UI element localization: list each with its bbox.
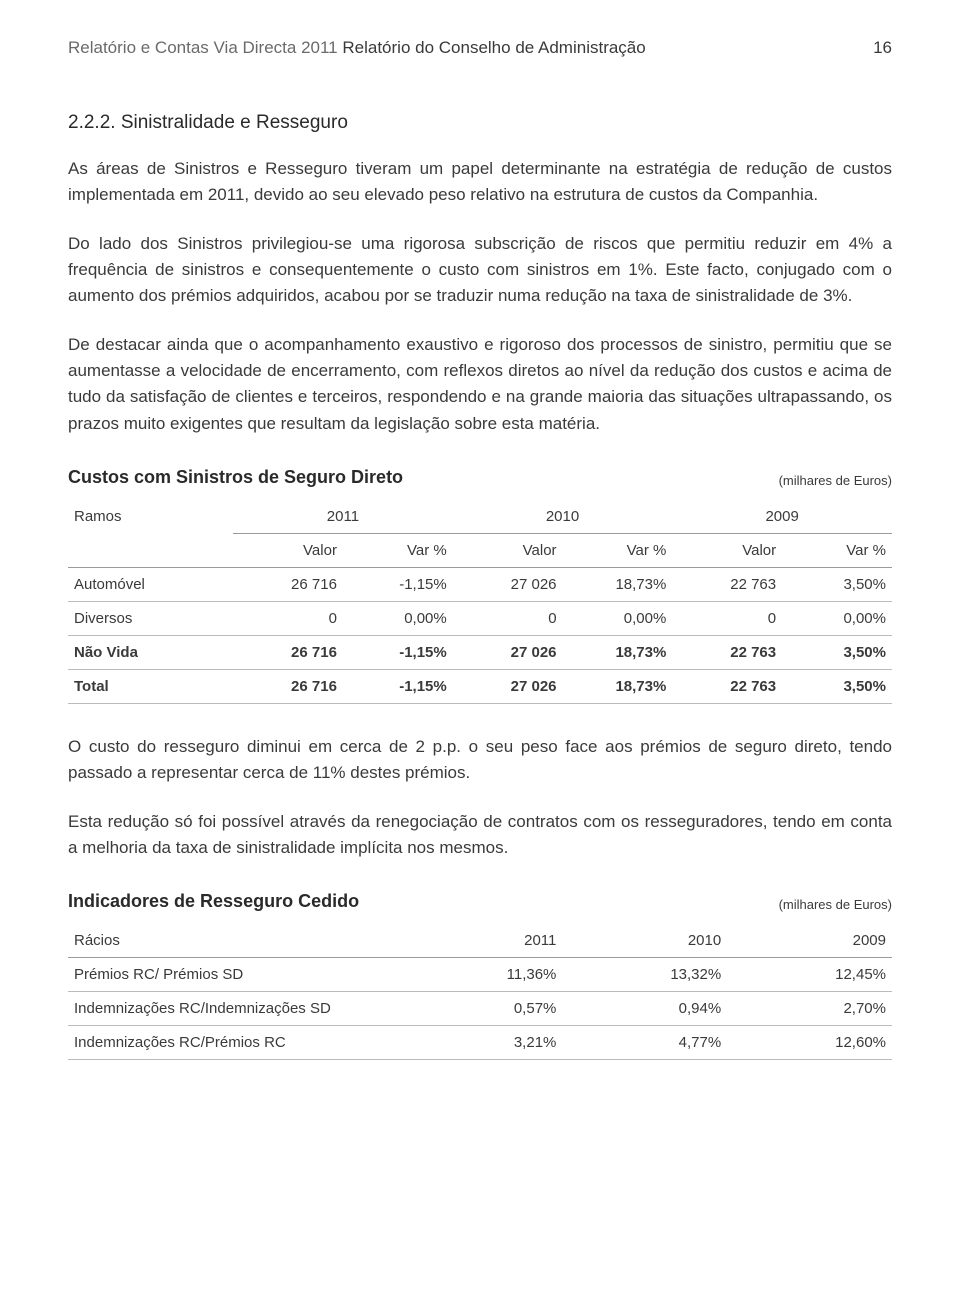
paragraph: As áreas de Sinistros e Resseguro tivera…: [68, 156, 892, 209]
col-subheader: Var %: [782, 534, 892, 568]
col-header-year: 2009: [727, 924, 892, 958]
doc-title-light: Relatório e Contas Via Directa 2011: [68, 38, 338, 57]
col-subheader: Valor: [453, 534, 563, 568]
cell: 22 763: [672, 636, 782, 670]
section-heading: 2.2.2. Sinistralidade e Resseguro: [68, 112, 892, 134]
row-label: Indemnizações RC/Indemnizações SD: [68, 992, 398, 1026]
table-row: Diversos00,00%00,00%00,00%: [68, 602, 892, 636]
table1-body: Automóvel26 716-1,15%27 02618,73%22 7633…: [68, 568, 892, 704]
table1-title-row: Custos com Sinistros de Seguro Direto (m…: [68, 467, 892, 488]
paragraph: Do lado dos Sinistros privilegiou-se uma…: [68, 231, 892, 310]
paragraph: Esta redução só foi possível através da …: [68, 809, 892, 862]
col-header-year: 2009: [672, 500, 892, 534]
doc-title-dark: Relatório do Conselho de Administração: [342, 38, 645, 57]
cell: 27 026: [453, 568, 563, 602]
col-header-ramos: Ramos: [68, 500, 233, 568]
cell: 27 026: [453, 670, 563, 704]
table-row: Total26 716-1,15%27 02618,73%22 7633,50%: [68, 670, 892, 704]
page: Relatório e Contas Via Directa 2011 Rela…: [0, 0, 960, 1315]
page-header: Relatório e Contas Via Directa 2011 Rela…: [68, 38, 892, 58]
cell: 12,60%: [727, 1026, 892, 1060]
table-row: Prémios RC/ Prémios SD11,36%13,32%12,45%: [68, 958, 892, 992]
cell: 18,73%: [563, 670, 673, 704]
table1-unit: (milhares de Euros): [779, 473, 892, 488]
row-label: Indemnizações RC/Prémios RC: [68, 1026, 398, 1060]
cell: 22 763: [672, 568, 782, 602]
cell: 0: [672, 602, 782, 636]
col-subheader: Var %: [563, 534, 673, 568]
row-label: Diversos: [68, 602, 233, 636]
cell: 22 763: [672, 670, 782, 704]
cell: 18,73%: [563, 636, 673, 670]
row-label: Não Vida: [68, 636, 233, 670]
cell: 3,21%: [398, 1026, 563, 1060]
paragraph: O custo do resseguro diminui em cerca de…: [68, 734, 892, 787]
table-indicators: Rácios 2011 2010 2009 Prémios RC/ Prémio…: [68, 924, 892, 1060]
col-header-year: 2010: [453, 500, 673, 534]
cell: 3,50%: [782, 636, 892, 670]
cell: 0: [233, 602, 343, 636]
col-header-racios: Rácios: [68, 924, 398, 958]
table2-unit: (milhares de Euros): [779, 897, 892, 912]
col-header-year: 2011: [233, 500, 453, 534]
doc-title: Relatório e Contas Via Directa 2011 Rela…: [68, 38, 646, 58]
col-header-year: 2011: [398, 924, 563, 958]
cell: 27 026: [453, 636, 563, 670]
cell: 18,73%: [563, 568, 673, 602]
table-row: Indemnizações RC/Indemnizações SD0,57%0,…: [68, 992, 892, 1026]
table-row: Não Vida26 716-1,15%27 02618,73%22 7633,…: [68, 636, 892, 670]
row-label: Total: [68, 670, 233, 704]
table-row: Rácios 2011 2010 2009: [68, 924, 892, 958]
col-header-year: 2010: [562, 924, 727, 958]
table2-title: Indicadores de Resseguro Cedido: [68, 891, 359, 912]
cell: 11,36%: [398, 958, 563, 992]
table-row: Automóvel26 716-1,15%27 02618,73%22 7633…: [68, 568, 892, 602]
cell: 26 716: [233, 636, 343, 670]
cell: 4,77%: [562, 1026, 727, 1060]
table2-title-row: Indicadores de Resseguro Cedido (milhare…: [68, 891, 892, 912]
cell: 0,00%: [782, 602, 892, 636]
cell: 0,57%: [398, 992, 563, 1026]
row-label: Prémios RC/ Prémios SD: [68, 958, 398, 992]
cell: 13,32%: [562, 958, 727, 992]
cell: 2,70%: [727, 992, 892, 1026]
cell: 3,50%: [782, 568, 892, 602]
cell: 12,45%: [727, 958, 892, 992]
table2-body: Prémios RC/ Prémios SD11,36%13,32%12,45%…: [68, 958, 892, 1060]
cell: 0,00%: [343, 602, 453, 636]
table-costs: Ramos 2011 2010 2009 Valor Var % Valor V…: [68, 500, 892, 704]
table-row: Indemnizações RC/Prémios RC3,21%4,77%12,…: [68, 1026, 892, 1060]
cell: -1,15%: [343, 636, 453, 670]
cell: 0: [453, 602, 563, 636]
cell: -1,15%: [343, 568, 453, 602]
cell: 26 716: [233, 568, 343, 602]
cell: 3,50%: [782, 670, 892, 704]
cell: 0,94%: [562, 992, 727, 1026]
table-row: Ramos 2011 2010 2009: [68, 500, 892, 534]
row-label: Automóvel: [68, 568, 233, 602]
paragraph: De destacar ainda que o acompanhamento e…: [68, 332, 892, 437]
col-subheader: Valor: [672, 534, 782, 568]
page-number: 16: [873, 38, 892, 58]
table1-title: Custos com Sinistros de Seguro Direto: [68, 467, 403, 488]
cell: 26 716: [233, 670, 343, 704]
cell: 0,00%: [563, 602, 673, 636]
col-subheader: Valor: [233, 534, 343, 568]
col-subheader: Var %: [343, 534, 453, 568]
cell: -1,15%: [343, 670, 453, 704]
